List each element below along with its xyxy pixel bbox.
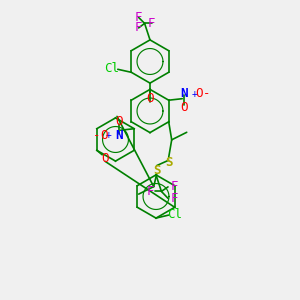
Text: F: F: [170, 192, 178, 206]
Text: S: S: [165, 156, 172, 169]
Text: N: N: [115, 129, 122, 142]
Text: F: F: [135, 11, 142, 24]
Text: F: F: [148, 17, 155, 30]
Text: O: O: [146, 92, 154, 106]
Text: Cl: Cl: [104, 62, 119, 75]
Text: O: O: [115, 115, 122, 128]
Text: +: +: [191, 88, 197, 99]
Text: F: F: [147, 185, 154, 198]
Text: N: N: [181, 87, 188, 100]
Text: O: O: [181, 101, 188, 114]
Text: Cl: Cl: [167, 208, 182, 221]
Text: F: F: [170, 180, 178, 194]
Text: O: O: [195, 87, 202, 100]
Text: O: O: [100, 129, 108, 142]
Text: S: S: [153, 164, 160, 178]
Text: -: -: [202, 87, 210, 100]
Text: +: +: [106, 130, 112, 140]
Text: -: -: [93, 129, 100, 142]
Text: F: F: [135, 21, 142, 34]
Text: O: O: [101, 152, 109, 165]
